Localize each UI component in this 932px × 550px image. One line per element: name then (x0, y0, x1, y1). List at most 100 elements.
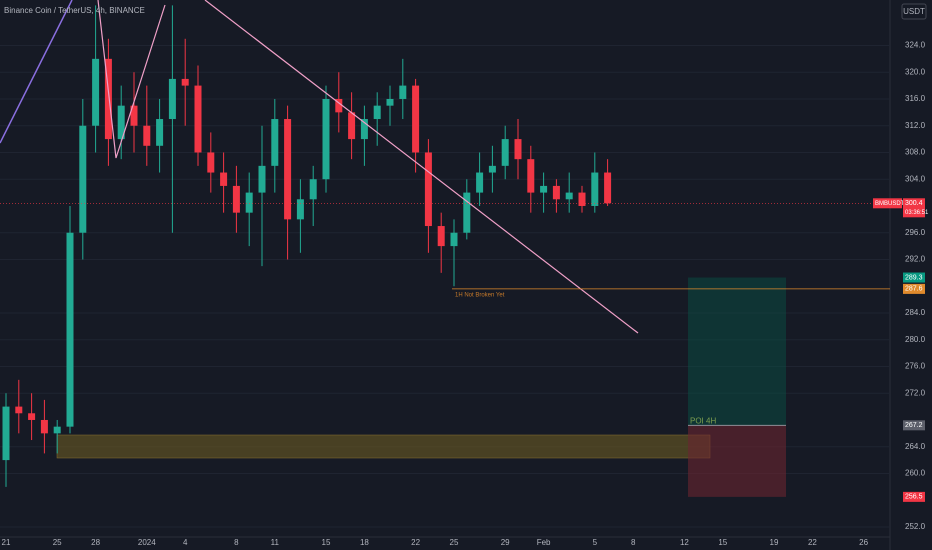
trend-line (0, 0, 73, 144)
candle-body (15, 406, 23, 414)
x-tick-label: 25 (53, 538, 62, 547)
candle-body (40, 419, 48, 434)
candle-body (143, 125, 151, 146)
y-tick-label: 260.0 (905, 469, 926, 478)
candle-body (386, 98, 394, 106)
currency-button[interactable] (901, 3, 927, 20)
x-tick-label: 19 (770, 538, 779, 547)
candle-body (322, 98, 330, 180)
zone (56, 434, 711, 459)
x-tick-label: 21 (2, 538, 11, 547)
candle-body (92, 58, 100, 126)
candles (2, 5, 612, 487)
candle-body (156, 119, 164, 146)
position-tool: POI 4H (688, 277, 786, 497)
candle-body (194, 85, 202, 153)
position-label: POI 4H (690, 416, 716, 425)
candle-body (258, 165, 266, 193)
candle-body (412, 85, 420, 153)
price-tag (903, 420, 925, 431)
y-tick-label: 292.0 (905, 255, 926, 264)
loss-zone (688, 425, 786, 497)
x-tick-label: 28 (91, 538, 100, 547)
candle-body (28, 413, 36, 420)
candle-body (232, 185, 240, 213)
y-tick-label: 324.0 (905, 41, 926, 50)
candle-body (527, 159, 535, 193)
price-tag (903, 491, 925, 502)
y-tick-label: 304.0 (905, 174, 926, 183)
candle-body (207, 152, 215, 173)
candle-body (437, 226, 445, 247)
x-tick-label: 15 (322, 538, 331, 547)
x-tick-label: 22 (411, 538, 420, 547)
x-tick-label: 12 (680, 538, 689, 547)
grid (0, 44, 890, 528)
countdown-label: 03:36:51 (905, 210, 929, 216)
price-tag-label: 300.4 (905, 200, 923, 207)
x-tick-label: 22 (808, 538, 817, 547)
price-tag (903, 272, 925, 283)
symbol-label: BMBUSDT (875, 201, 905, 207)
y-tick-label: 284.0 (905, 308, 926, 317)
overlays: 1H Not Broken Yet BMBUSDT 300.4 03:36:51 289… (0, 198, 929, 502)
candle-body (604, 172, 612, 204)
x-tick-label: 8 (631, 538, 636, 547)
trend-line (204, 0, 639, 334)
level-label: 1H Not Broken Yet (455, 292, 505, 298)
candle-body (79, 125, 87, 233)
price-tag-label: 289.3 (905, 274, 923, 281)
y-tick-label: 264.0 (905, 442, 926, 451)
candle-body (463, 192, 471, 233)
x-tick-label: 8 (234, 538, 239, 547)
x-tick-label: 5 (593, 538, 598, 547)
candle-body (245, 192, 253, 213)
candle-body (399, 85, 407, 99)
candle-body (130, 105, 138, 126)
symbol-tag (873, 198, 902, 209)
x-tick-label: 4 (183, 538, 188, 547)
candle-body (181, 78, 189, 86)
currency-label[interactable]: USDT (903, 7, 925, 16)
candle-body (104, 58, 112, 140)
x-tick-label: 11 (271, 538, 280, 547)
candle-body (591, 172, 599, 206)
candle-body (335, 98, 343, 113)
y-tick-label: 272.0 (905, 388, 926, 397)
price-tag-label: 287.6 (905, 286, 923, 293)
candle-body (578, 192, 586, 206)
candle-body (501, 139, 509, 166)
candle-body (360, 119, 368, 140)
price-tag (903, 283, 925, 294)
y-tick-label: 312.0 (905, 121, 926, 130)
x-tick-label: 25 (450, 538, 459, 547)
candle-body (373, 105, 381, 120)
chart-title: Binance Coin / TetherUS, 4h, BINANCE (4, 6, 145, 15)
y-tick-label: 252.0 (905, 522, 926, 531)
candle-body (450, 232, 458, 247)
y-tick-label: 276.0 (905, 362, 926, 371)
x-tick-label: 15 (718, 538, 727, 547)
candle-body (271, 119, 279, 166)
candle-body (309, 179, 317, 200)
trend-line (97, 0, 166, 159)
candle-body (514, 139, 522, 160)
x-tick-label: 2024 (138, 538, 156, 547)
candle-body (2, 406, 10, 461)
candle-body (424, 152, 432, 227)
candle-body (66, 232, 74, 427)
candle-body (168, 78, 176, 120)
y-tick-label: 320.0 (905, 67, 926, 76)
candle-body (348, 112, 356, 140)
y-tick-label: 308.0 (905, 148, 926, 157)
y-tick-label: 296.0 (905, 228, 926, 237)
candle-body (53, 426, 61, 434)
candle-body (540, 185, 548, 193)
candle-body (476, 172, 484, 193)
x-tick-label: 18 (360, 538, 369, 547)
candle-body (284, 119, 292, 220)
candle-body (296, 199, 304, 220)
x-tick-label: 26 (859, 538, 868, 547)
profit-zone (688, 277, 786, 426)
